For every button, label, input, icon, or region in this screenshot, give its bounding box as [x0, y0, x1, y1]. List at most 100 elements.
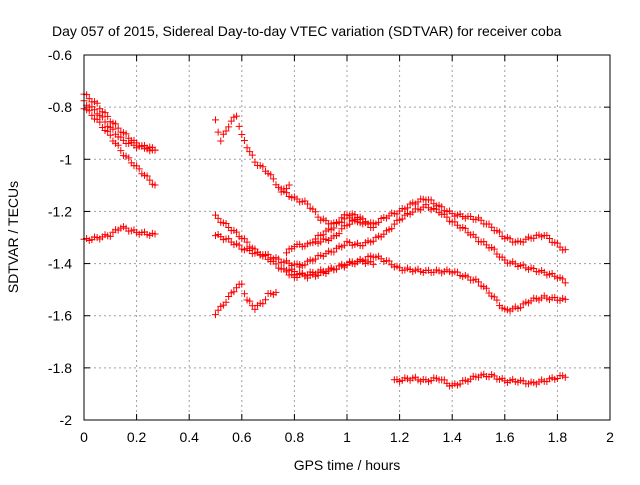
data-point — [385, 257, 393, 265]
x-tick-label: 0.2 — [127, 429, 147, 445]
axis-ticks: 0 0.2 0.4 0.6 0.8 1 1.2 1.4 1.6 1.8 2 -0.6 -0.8 -1 -1.… — [48, 47, 614, 445]
y-tick-label: -1.6 — [48, 308, 72, 324]
data-point — [340, 215, 348, 223]
data-point — [517, 304, 525, 312]
data-point — [214, 128, 222, 136]
x-tick-label: 1.2 — [390, 429, 410, 445]
series-track-5 — [212, 112, 293, 193]
series-track-3 — [80, 105, 159, 189]
data-point — [243, 144, 251, 152]
data-point — [93, 99, 101, 107]
data-point — [553, 239, 561, 247]
series-track-14 — [212, 280, 280, 319]
plot-frame — [83, 54, 611, 421]
data-point — [85, 107, 93, 115]
data-point — [301, 261, 309, 269]
data-point — [225, 123, 233, 131]
data-points — [80, 90, 569, 390]
data-point — [340, 241, 348, 249]
data-point — [217, 137, 225, 145]
data-point — [235, 241, 243, 249]
data-point — [272, 288, 280, 296]
series-track-11 — [283, 255, 377, 282]
data-point — [212, 116, 219, 124]
data-point — [104, 127, 112, 135]
data-point — [304, 200, 312, 208]
data-point — [251, 305, 259, 313]
data-point — [151, 181, 159, 189]
data-point — [212, 311, 219, 319]
data-point — [330, 224, 338, 232]
data-point — [311, 208, 319, 216]
x-tick-label: 0.8 — [285, 429, 305, 445]
grid — [84, 55, 610, 420]
data-point — [117, 147, 125, 155]
data-point — [238, 280, 246, 288]
series-track-15 — [390, 370, 569, 390]
data-point — [283, 189, 291, 197]
data-point — [335, 230, 343, 238]
data-point — [214, 306, 222, 314]
data-point — [461, 224, 469, 232]
data-point — [101, 109, 109, 117]
data-point — [88, 111, 96, 119]
data-point — [233, 112, 241, 120]
data-point — [330, 248, 338, 256]
data-point — [559, 275, 567, 283]
data-point — [311, 255, 319, 263]
data-point — [225, 292, 233, 300]
data-point — [233, 228, 241, 236]
data-point — [475, 278, 482, 286]
data-point — [238, 130, 246, 138]
x-tick-label: 1.8 — [548, 429, 568, 445]
data-point — [390, 220, 398, 228]
data-point — [438, 203, 446, 211]
x-tick-label: 0.6 — [232, 429, 252, 445]
data-point — [96, 118, 104, 126]
data-point — [493, 296, 501, 304]
data-point — [261, 296, 269, 304]
data-point — [380, 230, 388, 238]
y-tick-label: -0.8 — [48, 99, 72, 115]
x-tick-label: 2 — [606, 429, 614, 445]
chart-title: Day 057 of 2015, Sidereal Day-to-day VTE… — [52, 23, 562, 39]
series-track-13 — [311, 195, 569, 254]
series-track-9 — [212, 230, 304, 271]
data-point — [122, 130, 130, 138]
series-track-4 — [80, 223, 159, 244]
data-point — [477, 216, 485, 224]
data-point — [496, 228, 504, 236]
x-axis-label: GPS time / hours — [294, 457, 401, 473]
y-tick-label: -2 — [60, 412, 73, 428]
data-point — [246, 297, 254, 305]
data-point — [109, 125, 117, 133]
data-point — [375, 218, 383, 226]
data-point — [269, 175, 277, 183]
data-point — [106, 232, 114, 240]
data-point — [227, 117, 235, 125]
data-point — [240, 290, 248, 298]
data-point — [98, 113, 106, 121]
series-track-7 — [212, 211, 298, 279]
data-point — [561, 246, 569, 254]
x-tick-label: 0 — [80, 429, 88, 445]
data-point — [285, 181, 293, 189]
data-point — [146, 176, 154, 184]
data-point — [143, 172, 151, 180]
data-point — [561, 373, 569, 381]
data-point — [490, 245, 498, 253]
y-tick-label: -1.2 — [48, 203, 72, 219]
x-tick-label: 1 — [343, 429, 351, 445]
y-tick-label: -1.8 — [48, 360, 72, 376]
x-tick-label: 1.4 — [442, 429, 462, 445]
data-point — [369, 260, 377, 268]
data-point — [112, 120, 120, 128]
data-point — [427, 196, 435, 204]
data-point — [259, 300, 267, 308]
data-point — [225, 235, 233, 243]
data-point — [403, 204, 411, 212]
data-point — [104, 112, 112, 120]
